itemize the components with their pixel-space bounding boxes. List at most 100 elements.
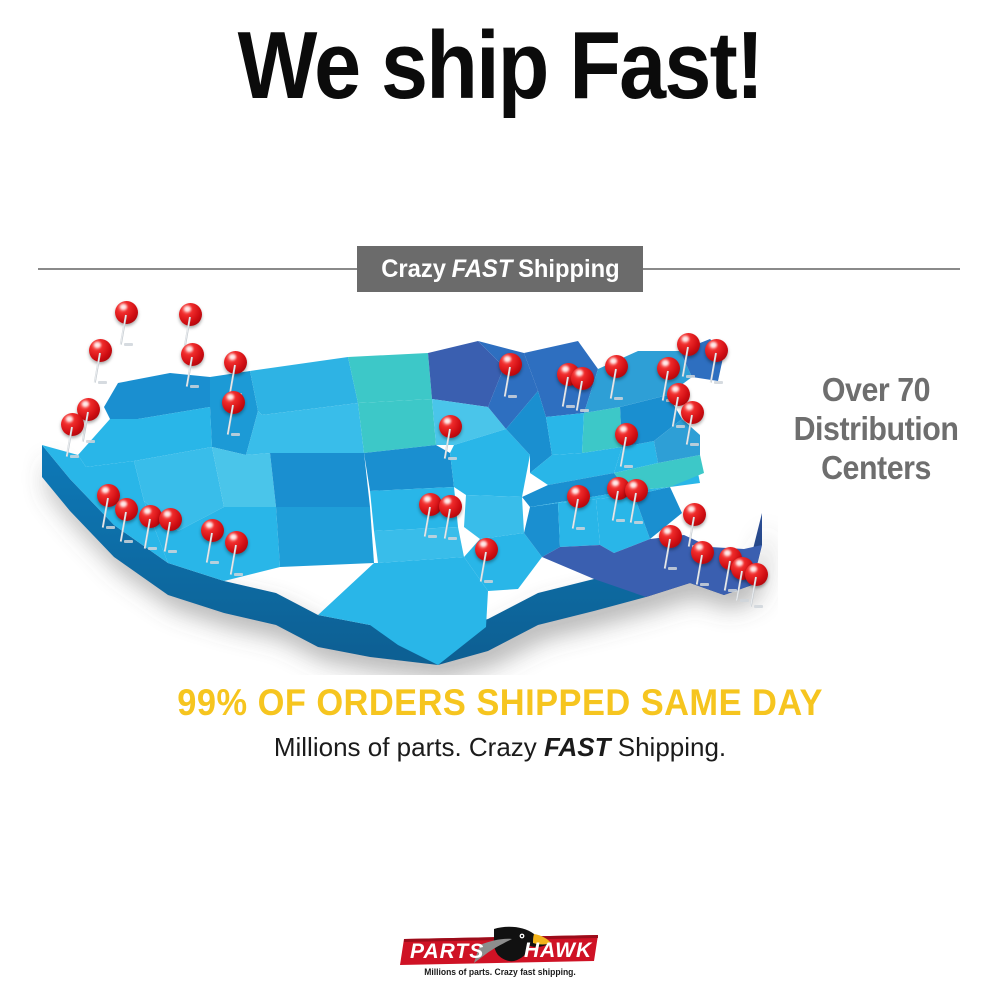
state-oregon [78,407,212,467]
map-pin[interactable] [221,391,247,437]
state-arkansas [464,495,524,539]
pin-head [77,398,100,421]
pin-base [98,381,107,384]
pin-head [139,505,162,528]
map-pin[interactable] [658,525,684,571]
pin-glint [444,418,451,424]
state-washington [104,373,210,419]
map-pin[interactable] [438,415,464,461]
pin-glint [686,404,693,410]
pin-glint [229,354,236,360]
banner-text: Crazy FAST Shipping [381,255,619,284]
pin-base [576,527,585,530]
state-north-dakota [348,353,432,403]
pin-head [659,525,682,548]
pin-glint [82,401,89,407]
pin-base [740,599,749,602]
pin-base [448,537,457,540]
map-pin[interactable] [88,339,114,385]
map-pin[interactable] [76,398,102,444]
map-pin[interactable] [438,495,464,541]
map-pin[interactable] [60,413,86,459]
pin-head [667,383,690,406]
state-oklahoma [374,527,464,563]
pin-head [97,484,120,507]
state-minnesota [428,341,504,407]
map-pin[interactable] [704,339,730,385]
map-pin[interactable] [474,538,500,584]
map-pin[interactable] [566,485,592,531]
map-pin[interactable] [96,484,122,530]
pin-base [106,526,115,529]
state-alabama [558,499,600,547]
pin-glint [504,356,511,362]
subtagline-part1: Millions of parts. Crazy [273,732,537,762]
pin-base [580,409,589,412]
map-pin[interactable] [498,353,524,399]
pin-head [115,498,138,521]
pin-head [499,353,522,376]
banner-text-fast: FAST [451,254,512,283]
pin-glint [630,482,637,488]
logo-word-parts: PARTS [410,940,484,963]
map-pin[interactable] [224,531,250,577]
map-pin[interactable] [570,367,596,413]
pin-base [624,465,633,468]
map-pin[interactable] [200,519,226,565]
state-ohio [582,407,622,453]
pin-base [728,589,737,592]
map-pin[interactable] [418,493,444,539]
pin-base [86,440,95,443]
pin-glint [672,386,679,392]
map-pin[interactable] [158,508,184,554]
state-south-dakota [358,399,436,453]
pin-base [614,397,623,400]
pin-head [615,423,638,446]
millions-of-parts-tagline: Millions of parts. Crazy FAST Shipping. [0,732,1000,763]
hawk-pupil-icon [520,934,524,938]
distribution-centers-callout: Over 70 Distribution Centers [760,370,992,487]
pin-glint [724,550,731,556]
pin-glint [688,506,695,512]
map-pin[interactable] [114,498,140,544]
state-colorado [270,453,370,507]
usa-map-svg [42,339,762,665]
pin-head [159,508,182,531]
pin-glint [562,366,569,372]
pin-head [571,367,594,390]
pin-head [745,563,768,586]
map-pin[interactable] [606,477,632,523]
logo-tagline: Millions of parts. Crazy fast shipping. [424,967,576,977]
parts-hawk-logo-svg: PARTS HAWK [400,926,598,965]
pin-glint [424,496,431,502]
map-pin[interactable] [690,541,716,587]
pin-glint [164,511,171,517]
map-pin[interactable] [666,383,692,429]
pin-head [201,519,224,542]
map-pin[interactable] [676,333,702,379]
pin-head [439,415,462,438]
parts-hawk-logo[interactable]: PARTS HAWK Millions of parts. Crazy fast… [398,925,602,983]
pin-base [754,605,763,608]
pin-glint [230,534,237,540]
pin-glint [662,360,669,366]
pin-base [714,381,723,384]
map-pin[interactable] [680,401,706,447]
pin-base [148,547,157,550]
map-pin[interactable] [744,563,770,609]
pin-base [634,521,643,524]
map-pin[interactable] [114,301,140,347]
banner-text-part1: Crazy [380,254,446,283]
pin-glint [736,560,743,566]
map-pin[interactable] [624,479,650,525]
map-pin[interactable] [138,505,164,551]
pin-base [168,550,177,553]
pin-head [225,531,248,554]
map-pin[interactable] [614,423,640,469]
pin-base [124,540,133,543]
map-pin[interactable] [180,343,206,389]
map-pin[interactable] [604,355,630,401]
pin-head [439,495,462,518]
state-utah [212,447,276,507]
pin-base [668,567,677,570]
